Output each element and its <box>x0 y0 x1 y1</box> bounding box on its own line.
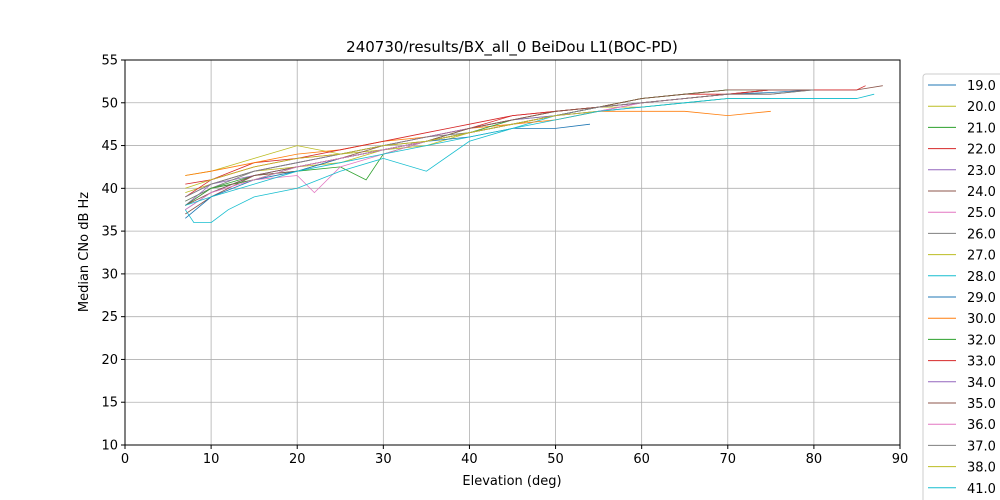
x-tick-label: 60 <box>633 452 650 467</box>
legend-label: 41.0 <box>967 482 996 497</box>
y-tick-label: 15 <box>101 396 118 411</box>
legend-label: 26.0 <box>967 227 996 242</box>
y-tick-label: 40 <box>101 182 118 197</box>
legend-label: 35.0 <box>967 397 996 412</box>
series-line-41.0 <box>185 98 857 206</box>
x-tick-label: 90 <box>892 452 909 467</box>
legend-label: 21.0 <box>967 121 996 136</box>
y-tick-label: 25 <box>101 310 118 325</box>
x-tick-label: 70 <box>720 452 737 467</box>
legend-label: 25.0 <box>967 206 996 221</box>
x-tick-label: 0 <box>121 452 129 467</box>
legend-label: 27.0 <box>967 249 996 264</box>
y-tick-label: 20 <box>101 353 118 368</box>
y-tick-label: 50 <box>101 96 118 111</box>
legend-label: 22.0 <box>967 143 996 158</box>
legend-label: 34.0 <box>967 376 996 391</box>
legend-box <box>922 73 1000 500</box>
legend: 19.0 20.0 21.0 22.0 23.0 24.0 25.0 26.0 27.0 28.0… <box>922 73 1000 500</box>
y-tick-label: 35 <box>101 225 118 240</box>
x-axis-ticks: 0 10 20 30 40 50 60 70 80 90 <box>121 445 908 467</box>
x-tick-label: 40 <box>461 452 478 467</box>
series-line-35.0 <box>185 89 814 206</box>
legend-label: 32.0 <box>967 333 996 348</box>
plot-frame <box>124 59 901 446</box>
x-axis-label: Elevation (deg) <box>462 474 561 489</box>
x-tick-label: 30 <box>375 452 392 467</box>
legend-label: 19.0 <box>967 79 996 94</box>
legend-label: 30.0 <box>967 312 996 327</box>
y-axis-label: Median CNo dB Hz <box>77 192 92 312</box>
series-lines <box>184 85 883 224</box>
y-tick-label: 55 <box>101 54 118 69</box>
series-line-38.0 <box>185 110 599 189</box>
y-axis-ticks: 10 15 20 25 30 35 40 45 50 55 <box>101 54 125 454</box>
chart-title: 240730/results/BX_all_0 BeiDou L1(BOC-PD… <box>346 38 678 57</box>
legend-label: 20.0 <box>967 100 996 115</box>
legend-label: 38.0 <box>967 461 996 476</box>
y-tick-label: 30 <box>101 267 118 282</box>
legend-label: 29.0 <box>967 291 996 306</box>
legend-label: 24.0 <box>967 185 996 200</box>
x-tick-label: 20 <box>289 452 306 467</box>
x-tick-label: 10 <box>203 452 220 467</box>
legend-label: 28.0 <box>967 270 996 285</box>
x-tick-label: 80 <box>806 452 823 467</box>
y-tick-label: 45 <box>101 139 118 154</box>
y-tick-label: 10 <box>101 439 118 454</box>
legend-label: 23.0 <box>967 164 996 179</box>
x-tick-label: 50 <box>547 452 564 467</box>
legend-label: 37.0 <box>967 439 996 454</box>
legend-label: 36.0 <box>967 418 996 433</box>
legend-label: 33.0 <box>967 355 996 370</box>
